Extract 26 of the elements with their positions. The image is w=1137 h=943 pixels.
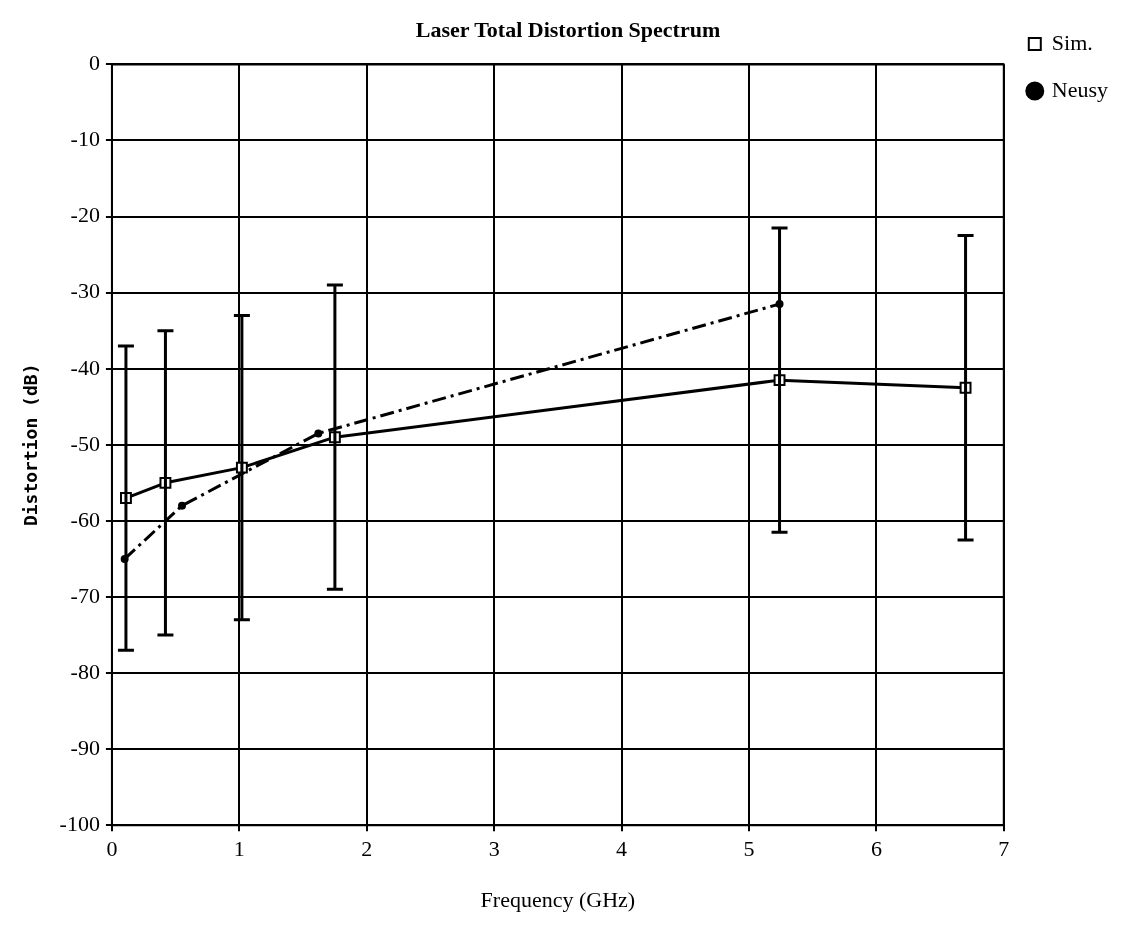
legend-label: Neusy xyxy=(1051,76,1108,102)
y-tick-label: -50 xyxy=(70,430,100,456)
x-tick-label: 1 xyxy=(233,836,245,862)
x-tick-label: 3 xyxy=(488,836,500,862)
x-tick-label: 7 xyxy=(998,836,1010,862)
x-tick-label: 6 xyxy=(870,836,882,862)
y-tick-label: -10 xyxy=(70,126,100,152)
point xyxy=(178,501,186,510)
x-axis-title: Frequency (GHz) xyxy=(480,886,636,912)
y-tick-label: -40 xyxy=(70,354,100,380)
chart-title: Laser Total Distortion Spectrum xyxy=(415,16,721,42)
y-axis-title: Distortion (dB) xyxy=(20,363,42,527)
legend-label: Sim. xyxy=(1051,29,1093,55)
x-tick-label: 5 xyxy=(743,836,755,862)
x-tick-label: 4 xyxy=(616,836,628,862)
y-tick-label: -20 xyxy=(70,202,100,228)
point xyxy=(314,429,323,438)
y-tick-label: -90 xyxy=(70,734,100,760)
y-tick-label: -80 xyxy=(70,658,100,684)
y-tick-label: -100 xyxy=(59,810,100,836)
y-tick-label: 0 xyxy=(88,50,100,76)
x-tick-label: 0 xyxy=(106,836,118,862)
y-tick-label: -70 xyxy=(70,582,100,608)
y-tick-label: -30 xyxy=(70,278,100,304)
y-tick-label: -60 xyxy=(70,506,100,532)
x-tick-label: 2 xyxy=(361,836,373,862)
